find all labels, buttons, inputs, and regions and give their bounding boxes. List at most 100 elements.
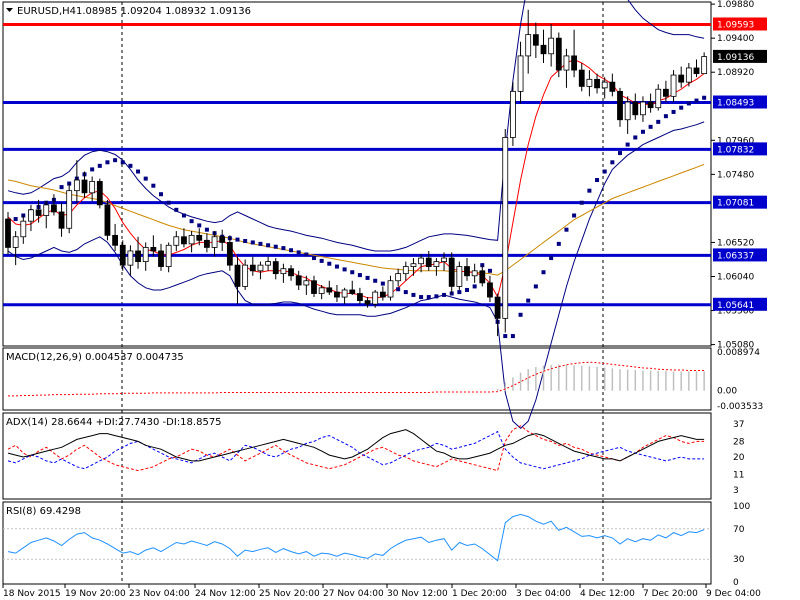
candle-body bbox=[425, 257, 432, 267]
candle-body bbox=[226, 242, 233, 266]
level-price-label: 1.08493 bbox=[717, 99, 754, 109]
minus-di-line bbox=[7, 430, 705, 470]
adx-title: ADX(14) 28.6644 +DI:27.7430 -DI:18.8575 bbox=[6, 417, 222, 428]
candle-body bbox=[364, 300, 371, 305]
candle-body bbox=[181, 236, 187, 245]
parabolic-sar-dot bbox=[204, 227, 209, 232]
candle-body bbox=[387, 280, 394, 298]
candle-body bbox=[119, 244, 126, 266]
parabolic-sar-dot bbox=[181, 213, 186, 218]
symbol-menu-icon[interactable] bbox=[6, 8, 13, 12]
parabolic-sar-dot bbox=[579, 200, 584, 205]
parabolic-sar-dot bbox=[610, 160, 615, 165]
candle-body bbox=[257, 264, 264, 272]
candle-body bbox=[35, 209, 42, 216]
candle-body bbox=[609, 81, 616, 92]
parabolic-sar-dot bbox=[289, 248, 294, 253]
candle-body bbox=[479, 270, 486, 284]
bollinger-lower-line bbox=[7, 121, 705, 429]
parabolic-sar-dot bbox=[258, 241, 263, 246]
current-price-box bbox=[713, 49, 767, 63]
candle-body bbox=[647, 101, 654, 109]
price-axis-label: 1.05560 bbox=[717, 307, 754, 317]
candle-body bbox=[12, 236, 19, 248]
rsi-panel[interactable]: 100 70 30 0 bbox=[3, 502, 750, 588]
moving-average-fast-line bbox=[7, 58, 705, 299]
macd-panel[interactable]: 0.008974 0.00 -0.003533 bbox=[8, 348, 763, 412]
parabolic-sar-dot bbox=[671, 109, 676, 114]
candle-body bbox=[487, 282, 493, 298]
adx-axis-label: 28 bbox=[733, 437, 745, 447]
candle-body bbox=[280, 268, 287, 275]
macd-signal-line bbox=[8, 361, 705, 397]
adx-panel[interactable]: 37 28 20 11 3 bbox=[7, 420, 745, 496]
candle-body bbox=[334, 291, 340, 298]
candle-body bbox=[196, 234, 203, 241]
candle-body bbox=[548, 37, 555, 55]
candle-body bbox=[555, 37, 562, 71]
candle-body bbox=[272, 261, 279, 275]
candle-body bbox=[563, 55, 570, 71]
parabolic-sar-dot bbox=[97, 163, 102, 168]
parabolic-sar-dot bbox=[648, 124, 653, 129]
parabolic-sar-dot bbox=[136, 169, 141, 174]
candle-body bbox=[142, 247, 149, 262]
parabolic-sar-dot bbox=[411, 292, 416, 297]
candle-body bbox=[242, 264, 249, 287]
parabolic-sar-dot bbox=[334, 264, 339, 269]
rsi-axis-label: 100 bbox=[733, 502, 750, 512]
parabolic-sar-dot bbox=[312, 256, 316, 261]
adx-axis-label: 3 bbox=[733, 486, 739, 496]
adx-line bbox=[7, 429, 705, 462]
candle-body bbox=[464, 266, 470, 277]
time-axis: 18 Nov 2015 19 Nov 20:00 23 Nov 04:00 24 No… bbox=[2, 584, 761, 599]
candle-body bbox=[640, 101, 646, 116]
candle-body bbox=[685, 67, 692, 83]
candle-body bbox=[165, 244, 172, 267]
parabolic-sar-dot bbox=[426, 295, 431, 300]
macd-axis-label: 0.00 bbox=[717, 387, 737, 397]
candle-body bbox=[617, 90, 623, 121]
candle-body bbox=[58, 211, 65, 229]
candle-body bbox=[471, 270, 478, 277]
candle-body bbox=[655, 88, 662, 109]
level-price-label: 1.09593 bbox=[717, 20, 754, 30]
candle-body bbox=[104, 204, 111, 236]
level-price-box bbox=[713, 195, 767, 209]
candle-body bbox=[326, 287, 333, 293]
parabolic-sar-dot bbox=[327, 261, 332, 266]
parabolic-sar-dot bbox=[120, 160, 125, 165]
candle-body bbox=[318, 287, 325, 294]
candle-body bbox=[135, 250, 141, 262]
time-axis-label: 24 Nov 12:00 bbox=[195, 589, 256, 599]
plus-di-line bbox=[7, 425, 705, 472]
parabolic-sar-dot bbox=[503, 334, 508, 339]
parabolic-sar-dot bbox=[90, 167, 95, 172]
price-axis-label: 1.08920 bbox=[717, 68, 754, 78]
candle-body bbox=[540, 44, 547, 55]
level-price-box bbox=[713, 17, 767, 31]
moving-average-slow-line bbox=[7, 163, 705, 276]
parabolic-sar-dot bbox=[319, 258, 324, 263]
adx-axis-label: 37 bbox=[733, 420, 744, 430]
macd-title: MACD(12,26,9) 0.004537 0.004735 bbox=[6, 352, 184, 363]
candle-body bbox=[20, 220, 27, 238]
macd-axis-label: 0.008974 bbox=[717, 348, 760, 358]
candle-body bbox=[303, 280, 310, 286]
candle-body bbox=[402, 266, 409, 275]
candle-body bbox=[678, 74, 685, 83]
level-price-box bbox=[713, 95, 767, 109]
candle-body bbox=[410, 263, 417, 267]
ohlc-readout: 1.08985 1.09204 1.08932 1.09136 bbox=[76, 6, 251, 17]
parabolic-sar-dot bbox=[656, 119, 661, 124]
adx-axis-label: 20 bbox=[733, 453, 745, 463]
parabolic-sar-dot bbox=[13, 217, 18, 222]
parabolic-sar-dot bbox=[618, 151, 622, 156]
candle-body bbox=[265, 261, 272, 266]
candle-body bbox=[525, 34, 532, 57]
parabolic-sar-dot bbox=[595, 178, 600, 183]
parabolic-sar-dot bbox=[250, 240, 255, 245]
price-panel[interactable]: 1.09880 1.09400 1.08920 1.07960 1.07480 1.065… bbox=[3, 0, 767, 429]
